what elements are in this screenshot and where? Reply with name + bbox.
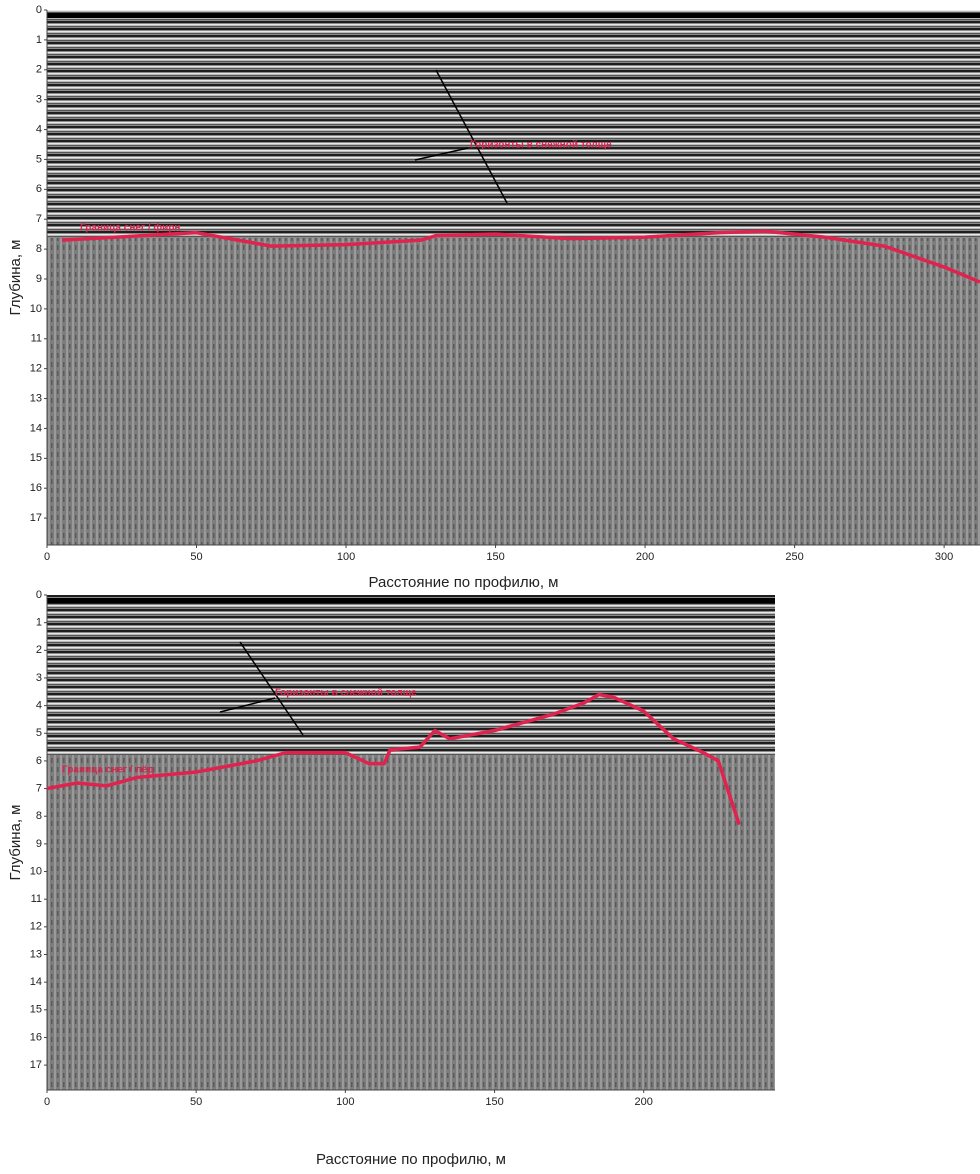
y-tick-label: 2 <box>36 64 42 76</box>
y-tick-label: 8 <box>36 243 42 255</box>
y-tick-label: 8 <box>36 810 42 822</box>
y-tick-label: 14 <box>30 422 42 434</box>
y-tick-label: 1 <box>36 617 42 629</box>
plot-lines <box>47 692 741 826</box>
y-tick-label: 11 <box>31 333 42 345</box>
annotation: Горизонты в снежной толще <box>470 140 612 151</box>
x-axis-title: Расстояние по профилю, м <box>316 1151 506 1168</box>
radargram-1 <box>47 10 980 545</box>
y-tick-label: 12 <box>30 921 42 933</box>
y-tick-label: 7 <box>36 213 42 225</box>
y-tick-label: 1 <box>36 34 42 46</box>
x-tick-label: 50 <box>190 551 202 563</box>
annotation: Горизонты в снежной толще <box>275 688 417 699</box>
plot-lines <box>61 229 980 284</box>
pointer-lines <box>219 69 508 736</box>
y-tick-label: 0 <box>36 4 42 16</box>
y-tick-label: 17 <box>30 512 42 524</box>
y-tick-label: 6 <box>36 183 42 195</box>
y-tick-label: 16 <box>30 1031 42 1043</box>
x-tick-label: 200 <box>636 551 654 563</box>
x-tick-label: 100 <box>336 1096 354 1108</box>
y-tick-label: 11 <box>31 893 42 905</box>
y-tick-label: 9 <box>36 273 42 285</box>
x-tick-label: 150 <box>485 1096 503 1108</box>
x-tick-label: 200 <box>635 1096 653 1108</box>
y-axis-title: Глубина, м <box>7 805 24 881</box>
y-tick-label: 16 <box>30 482 42 494</box>
series-label: Граница снег / лёд <box>62 765 154 776</box>
y-tick-label: 10 <box>30 865 42 877</box>
y-tick-label: 3 <box>36 94 42 106</box>
y-tick-label: 10 <box>30 303 42 315</box>
y-tick-label: 5 <box>36 153 42 165</box>
boundary-line <box>61 229 980 284</box>
y-tick-label: 6 <box>36 755 42 767</box>
y-tick-label: 4 <box>36 123 42 135</box>
x-tick-label: 250 <box>785 551 803 563</box>
x-tick-label: 100 <box>337 551 355 563</box>
series-label: Граница снег / фирн <box>80 222 180 234</box>
y-tick-label: 13 <box>30 392 42 404</box>
y-tick-label: 2 <box>36 644 42 656</box>
x-tick-label: 300 <box>935 551 953 563</box>
y-tick-label: 14 <box>30 976 42 988</box>
y-tick-label: 15 <box>30 1004 42 1016</box>
y-tick-label: 0 <box>36 589 42 601</box>
y-tick-label: 13 <box>30 948 42 960</box>
y-axis-title: Глубина, м <box>7 240 24 316</box>
y-tick-label: 3 <box>36 672 42 684</box>
y-tick-label: 12 <box>30 363 42 375</box>
y-tick-label: 9 <box>36 838 42 850</box>
y-tick-label: 4 <box>36 700 42 712</box>
x-tick-label: 50 <box>190 1096 202 1108</box>
boundary-line <box>47 692 741 826</box>
x-tick-label: 0 <box>44 1096 50 1108</box>
y-tick-label: 15 <box>30 452 42 464</box>
y-tick-label: 7 <box>36 782 42 794</box>
radargram-2 <box>47 595 775 1090</box>
x-tick-label: 0 <box>44 551 50 563</box>
y-tick-label: 5 <box>36 727 42 739</box>
x-axis-title: Расстояние по профилю, м <box>369 574 559 591</box>
y-tick-label: 17 <box>30 1059 42 1071</box>
x-tick-label: 150 <box>486 551 504 563</box>
